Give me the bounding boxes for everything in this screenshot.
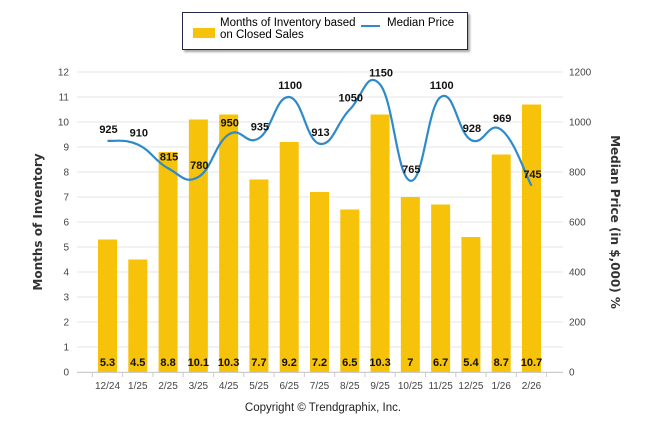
legend: Months of Inventory based on Closed Sale… — [182, 12, 468, 50]
legend-bar-label-line1: Months of Inventory based — [220, 17, 356, 29]
bar-data-label: 5.3 — [100, 357, 115, 369]
y-tick-label: 0 — [63, 368, 69, 379]
y-tick-label: 5 — [63, 243, 69, 254]
x-tick-label: 12/24 — [95, 381, 120, 392]
bar-data-label: 10.3 — [218, 357, 239, 369]
y2-tick-label: 800 — [569, 168, 586, 179]
bar — [188, 119, 208, 372]
bar-data-labels: 5.3 4.5 8.8 10.1 10.3 7.7 9.2 7.2 6.5 10.3 7 6.7 5.4… — [100, 357, 542, 369]
line-data-label: 815 — [160, 151, 178, 163]
copyright-text: Copyright © Trendgraphix, Inc. — [244, 402, 402, 414]
y-tick-label: 2 — [63, 318, 69, 329]
axes: 012345678910111202004006008001000120012/… — [58, 68, 592, 393]
bar-series — [98, 104, 541, 372]
line-data-label: 935 — [251, 121, 269, 133]
bar — [340, 209, 360, 372]
y2-tick-label: 1200 — [569, 68, 592, 79]
y2-tick-label: 200 — [569, 318, 586, 329]
y2-tick-label: 600 — [569, 218, 586, 229]
bar-data-label: 10.7 — [521, 357, 542, 369]
legend-bar-label-line2: on Closed Sales — [220, 29, 304, 41]
line-series — [107, 78, 533, 187]
y2-tick-label: 0 — [569, 368, 575, 379]
bar-data-label: 8.7 — [494, 357, 509, 369]
bar-data-label: 4.5 — [130, 357, 145, 369]
x-tick-label: 10/25 — [398, 381, 423, 392]
y2-axis-title: Median Price (in $,000) % — [608, 135, 622, 309]
y-tick-label: 9 — [63, 143, 69, 154]
line-data-label: 1150 — [369, 68, 393, 80]
x-tick-label: 1/26 — [491, 381, 511, 392]
legend-line-swatch — [361, 25, 380, 27]
line-data-label: 1100 — [278, 80, 302, 92]
bar — [249, 179, 269, 372]
y-tick-label: 3 — [63, 293, 69, 304]
line-data-label: 928 — [463, 123, 481, 135]
bar-data-label: 8.8 — [160, 357, 175, 369]
x-tick-label: 7/25 — [310, 381, 330, 392]
y-tick-label: 12 — [58, 68, 70, 79]
line-data-label: 969 — [493, 113, 511, 125]
line-data-label: 1100 — [430, 80, 454, 92]
x-tick-label: 2/25 — [158, 381, 178, 392]
y2-tick-label: 400 — [569, 268, 586, 279]
x-tick-label: 1/25 — [128, 381, 148, 392]
x-tick-label: 9/25 — [370, 381, 390, 392]
bar-data-label: 5.4 — [463, 357, 479, 369]
bar-data-label: 6.7 — [433, 357, 448, 369]
line-data-label: 925 — [99, 124, 117, 136]
x-tick-label: 4/25 — [219, 381, 239, 392]
bar — [158, 152, 178, 372]
bar — [461, 237, 481, 372]
x-tick-label: 11/25 — [428, 381, 453, 392]
bar — [310, 192, 329, 372]
median-price-line — [107, 78, 533, 187]
line-data-label: 1050 — [339, 93, 363, 105]
line-data-label: 950 — [220, 118, 238, 130]
y-tick-label: 11 — [59, 93, 70, 104]
x-tick-label: 5/25 — [249, 381, 269, 392]
bar — [522, 104, 541, 372]
bar — [98, 239, 117, 372]
x-tick-label: 6/25 — [279, 381, 299, 392]
x-tick-label: 12/25 — [458, 381, 483, 392]
y-tick-label: 10 — [58, 118, 70, 129]
bar-data-label: 7 — [407, 357, 413, 369]
line-data-label: 780 — [190, 160, 208, 172]
y-tick-label: 8 — [63, 168, 69, 179]
y-tick-label: 4 — [63, 268, 69, 279]
bar-data-label: 7.7 — [251, 357, 266, 369]
line-data-label: 910 — [130, 128, 148, 140]
legend-bar-swatch — [193, 28, 215, 38]
bar-data-label: 6.5 — [342, 357, 357, 369]
y-tick-label: 6 — [63, 218, 69, 229]
bar — [279, 142, 299, 372]
legend-line-label: Median Price — [387, 17, 455, 29]
bar — [400, 197, 420, 372]
bar — [431, 204, 451, 372]
bar-data-label: 10.3 — [369, 357, 390, 369]
bar — [370, 114, 390, 372]
y-axis-title: Months of Inventory — [31, 153, 45, 290]
line-data-label: 765 — [402, 164, 420, 176]
line-data-labels: 925 910 815 780 950 935 1100 913 1050 1150 765 1100… — [99, 68, 541, 181]
line-data-label: 745 — [523, 169, 541, 181]
bar-data-label: 9.2 — [282, 357, 297, 369]
x-tick-label: 8/25 — [340, 381, 360, 392]
y-tick-label: 7 — [63, 193, 69, 204]
bar-data-label: 10.1 — [188, 357, 209, 369]
bar — [219, 114, 239, 372]
legend-bar-label: Months of Inventory based on Closed Sale… — [220, 17, 370, 41]
x-tick-label: 3/25 — [189, 381, 209, 392]
y2-tick-label: 1000 — [569, 118, 592, 129]
line-data-label: 913 — [311, 127, 329, 139]
bar-data-label: 7.2 — [312, 357, 327, 369]
y-tick-label: 1 — [63, 343, 69, 354]
x-tick-label: 2/26 — [522, 381, 542, 392]
bar — [491, 154, 511, 372]
bar — [128, 259, 148, 372]
